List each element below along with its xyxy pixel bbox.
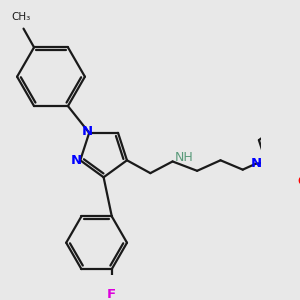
Text: NH: NH: [175, 152, 194, 164]
Text: N: N: [71, 154, 82, 167]
Text: N: N: [81, 124, 92, 138]
Text: N: N: [250, 157, 262, 170]
Text: CH₃: CH₃: [12, 12, 31, 22]
Text: O: O: [298, 175, 300, 188]
Text: F: F: [107, 288, 116, 300]
